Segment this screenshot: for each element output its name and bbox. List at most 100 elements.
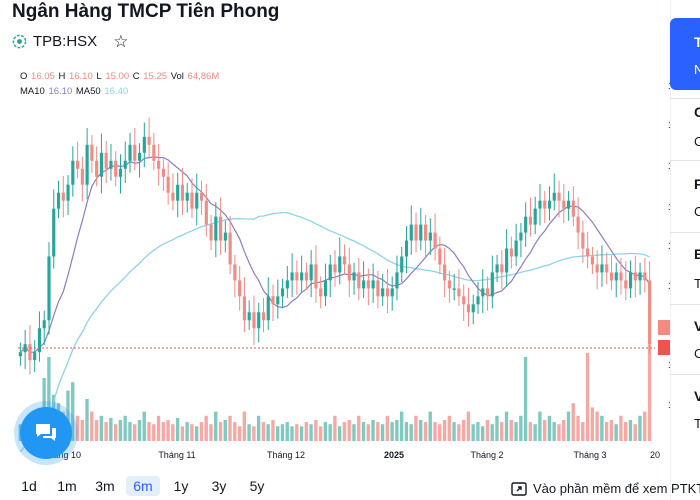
candle-body bbox=[23, 344, 27, 353]
volume-bar bbox=[142, 411, 146, 441]
legend-c-value: 15.25 bbox=[143, 71, 168, 82]
volume-bar bbox=[271, 420, 275, 441]
candle-body bbox=[566, 200, 571, 209]
legend-o-value: 16.05 bbox=[31, 71, 55, 82]
volume-bar bbox=[175, 417, 180, 441]
volume-bar bbox=[480, 426, 485, 441]
candle-body bbox=[357, 272, 361, 289]
candle-body bbox=[381, 288, 385, 297]
volume-bar bbox=[156, 415, 161, 441]
volume-bar bbox=[476, 422, 480, 441]
volume-badge bbox=[658, 320, 670, 335]
candle-body bbox=[557, 192, 561, 201]
x-axis-label: 2025 bbox=[384, 450, 404, 460]
candle-body bbox=[109, 160, 113, 169]
volume-bar bbox=[190, 424, 194, 441]
volume-bar bbox=[218, 422, 223, 441]
candle-body bbox=[157, 160, 161, 169]
candle-body bbox=[137, 152, 142, 161]
candle-body bbox=[595, 264, 599, 273]
open-software-link[interactable]: Vào phần mềm để xem PTKT bbox=[511, 481, 700, 496]
volume-bar bbox=[71, 382, 75, 441]
candle-body bbox=[195, 192, 199, 209]
volume-bar bbox=[380, 424, 385, 441]
volume-bar bbox=[366, 424, 370, 441]
volume-bar bbox=[318, 426, 323, 441]
right-panel-letter-5: C bbox=[694, 204, 700, 219]
period-3m[interactable]: 3m bbox=[95, 478, 115, 494]
candle-body bbox=[209, 224, 213, 241]
right-panel-active-tab[interactable] bbox=[670, 18, 700, 90]
volume-bar bbox=[75, 415, 80, 441]
chart-legend: O 16.05 H 16.10 L 15.00 C 15.25 Vol 64,8… bbox=[20, 69, 220, 99]
chat-fab-button[interactable] bbox=[20, 407, 72, 459]
candle-body bbox=[371, 280, 375, 289]
candle-body bbox=[590, 256, 594, 265]
candle-body bbox=[214, 216, 218, 241]
volume-bar bbox=[571, 403, 575, 441]
volume-bar bbox=[342, 422, 347, 441]
candle-body bbox=[471, 304, 475, 313]
watchlist-star-icon[interactable]: ☆ bbox=[113, 32, 129, 51]
candle-body bbox=[18, 352, 22, 357]
volume-bar bbox=[337, 426, 342, 441]
period-5y[interactable]: 5y bbox=[249, 478, 265, 494]
volume-bar bbox=[471, 424, 475, 441]
candle-body bbox=[300, 272, 304, 281]
volume-bar bbox=[428, 411, 432, 441]
period-1m[interactable]: 1m bbox=[57, 478, 77, 494]
volume-bar bbox=[94, 420, 99, 441]
candle-body bbox=[204, 200, 208, 225]
period-1d[interactable]: 1d bbox=[21, 478, 37, 494]
candle-body bbox=[319, 288, 323, 297]
candle-body bbox=[581, 232, 585, 249]
candle-body bbox=[176, 184, 180, 201]
candle-body bbox=[395, 272, 399, 289]
right-panel-letter-3: C bbox=[694, 134, 700, 149]
candle-body bbox=[304, 272, 308, 281]
candle-body bbox=[52, 208, 56, 257]
candle-body bbox=[128, 144, 132, 161]
period-1y[interactable]: 1y bbox=[173, 478, 189, 494]
volume-bar bbox=[223, 420, 227, 441]
candle-body bbox=[485, 288, 490, 297]
volume-bar bbox=[490, 424, 494, 441]
candle-body bbox=[571, 200, 575, 217]
volume-bar bbox=[328, 424, 332, 441]
candle-body bbox=[152, 144, 156, 161]
candle-body bbox=[404, 240, 409, 257]
candle-body bbox=[643, 272, 647, 281]
volume-bar bbox=[585, 352, 590, 441]
period-3y[interactable]: 3y bbox=[211, 478, 227, 494]
volume-bar bbox=[85, 399, 89, 441]
candle-body bbox=[180, 184, 185, 201]
candle-body bbox=[509, 248, 513, 257]
candle-body bbox=[648, 280, 652, 345]
volume-bar bbox=[276, 426, 280, 441]
volume-bar bbox=[447, 415, 451, 441]
volume-bar bbox=[352, 424, 356, 441]
right-panel-letter-11: T bbox=[694, 416, 700, 431]
candle-body bbox=[314, 264, 318, 289]
right-panel-letter-7: T bbox=[694, 276, 700, 291]
legend-h-label: H bbox=[58, 71, 66, 82]
candle-body bbox=[476, 296, 480, 305]
candle-body bbox=[76, 160, 80, 169]
volume-bar bbox=[528, 422, 533, 441]
period-6m[interactable]: 6m bbox=[126, 476, 160, 496]
volume-bar bbox=[194, 426, 199, 441]
volume-bar bbox=[80, 420, 84, 441]
candle-body bbox=[500, 264, 504, 273]
candle-body bbox=[462, 296, 466, 305]
volume-bar bbox=[495, 415, 499, 441]
volume-bar bbox=[323, 422, 328, 441]
volume-bar bbox=[604, 422, 609, 441]
legend-ma50-label: MA50 bbox=[75, 86, 101, 97]
open-software-label: Vào phần mềm để xem PTKT bbox=[533, 481, 700, 496]
volume-bar bbox=[299, 426, 304, 441]
volume-bar bbox=[347, 420, 351, 441]
candle-body bbox=[185, 192, 189, 201]
candle-body bbox=[257, 312, 261, 329]
volume-bar bbox=[237, 426, 242, 441]
candle-body bbox=[633, 272, 637, 281]
